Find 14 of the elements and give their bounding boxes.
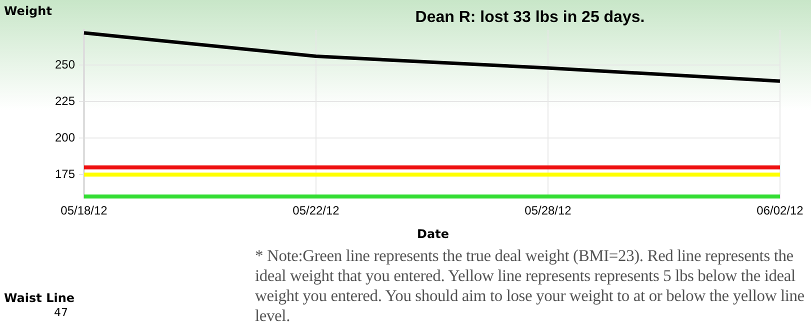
x-tick-label: 05/18/12	[60, 204, 108, 218]
x-axis-title: Date	[416, 227, 450, 241]
x-tick-label: 05/28/12	[524, 204, 572, 218]
y-tick-label: 225	[54, 94, 76, 108]
y-tick-label: 250	[54, 57, 76, 72]
y-tick-label: 200	[54, 130, 76, 144]
text: * Note:Green line represents the true deal weight (BMI=23). Red line represents the ideal weight that you entered. Yellow line represents represents 5 lbs below the ideal weight you entered. You should aim to lose your weight to at or below the yellow line level.	[255, 246, 806, 325]
text: Waist Line	[4, 291, 75, 305]
x-tick-label: 06/02/12	[756, 204, 804, 218]
y-axis-title: Weight	[4, 4, 52, 18]
text: 47	[54, 306, 68, 319]
chart-title: Dean R: lost 33 lbs in 25 days.	[414, 9, 646, 27]
x-tick-label: 05/22/12	[292, 204, 340, 218]
y-tick-label: 175	[54, 166, 76, 181]
